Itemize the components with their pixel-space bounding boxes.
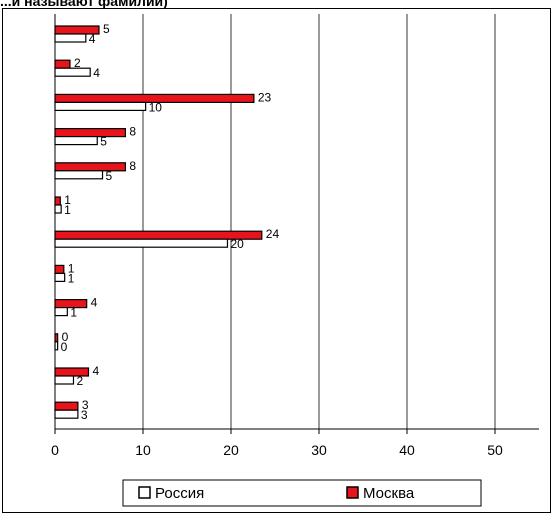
data-label-moscow: 1	[68, 261, 75, 275]
data-label-russia: 10	[149, 100, 163, 114]
x-tick-label: 20	[223, 442, 239, 458]
bar-russia	[54, 272, 66, 282]
x-tick-label: 50	[487, 442, 503, 458]
bar-moscow	[54, 401, 79, 411]
data-label-moscow: 2	[74, 56, 81, 70]
bar-russia	[54, 238, 229, 248]
bar-russia	[54, 135, 98, 146]
bar-moscow	[54, 162, 127, 172]
bar-russia	[54, 67, 91, 77]
data-label-moscow: 4	[91, 296, 98, 310]
legend-swatch-russia	[138, 486, 151, 499]
x-tick-label: 40	[399, 442, 415, 458]
legend-swatch-moscow	[346, 486, 359, 499]
bar-moscow	[54, 196, 61, 206]
x-axis: 0 10 20 30 40 50	[51, 14, 539, 458]
grid-lines	[142, 14, 496, 429]
data-label-russia: 3	[81, 408, 88, 422]
legend: Россия Москва	[122, 479, 482, 507]
bar-russia	[54, 204, 62, 214]
data-label-russia: 20	[230, 237, 244, 251]
data-label-moscow: 0	[62, 330, 69, 344]
data-label-moscow: 1	[64, 193, 71, 207]
bar-russia	[54, 33, 87, 43]
legend-label-moscow: Москва	[363, 485, 415, 502]
bar-moscow	[54, 367, 90, 377]
data-label-russia: 4	[93, 66, 100, 80]
data-label-moscow: 24	[266, 227, 280, 241]
data-label-russia: 4	[89, 32, 96, 46]
chart-title: ...и называют фамилии)	[0, 0, 168, 9]
x-tick-label: 0	[51, 442, 59, 458]
bar-russia	[54, 409, 79, 419]
data-label-moscow: 5	[103, 22, 110, 36]
x-tick-label: 10	[135, 442, 151, 458]
data-label-russia: 5	[100, 135, 107, 149]
bar-russia	[54, 307, 68, 317]
bar-moscow	[54, 127, 127, 138]
data-label-moscow: 8	[129, 159, 136, 173]
x-tick-label: 30	[311, 442, 327, 458]
legend-label-russia: Россия	[155, 485, 204, 502]
data-label-moscow: 8	[129, 125, 136, 139]
chart-frame: 5 4 2 4 23 10 8 5 8 5 1 1 24 20 1 1 4 1 0 0 4 2 3 3 0 10 20 30 40 50…	[2, 8, 551, 513]
bar-moscow	[54, 264, 65, 274]
bar-russia	[54, 375, 75, 385]
data-label-moscow: 23	[258, 90, 272, 104]
bar-moscow	[54, 59, 71, 69]
bar-russia	[54, 101, 147, 112]
data-label-russia: 2	[76, 374, 83, 388]
data-label-russia: 0	[61, 340, 68, 354]
data-label-russia: 1	[68, 271, 75, 285]
legend-box	[122, 479, 482, 507]
data-label-russia: 5	[106, 169, 113, 183]
data-label-moscow: 4	[92, 364, 99, 378]
data-label-moscow: 3	[82, 398, 89, 412]
data-label-russia: 1	[70, 306, 77, 320]
bar-russia	[54, 170, 104, 180]
data-label-russia: 1	[64, 203, 71, 217]
